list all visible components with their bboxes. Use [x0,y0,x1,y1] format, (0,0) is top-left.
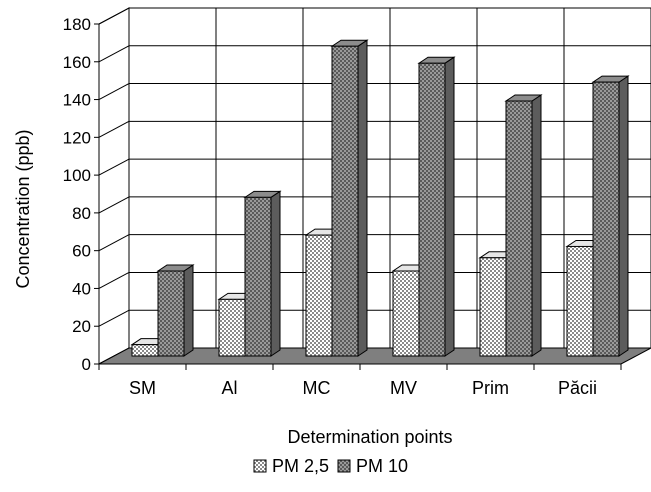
y-tick-label: 160 [63,53,91,72]
y-tick-label: 100 [63,166,91,185]
gridline-side [98,45,130,63]
bar-side [183,264,194,357]
x-tick-label: Al [221,378,237,398]
y-tick-label: 80 [72,204,91,223]
bar-front [566,245,594,357]
bar [591,75,630,357]
bar-front [131,344,159,357]
legend-label: PM 10 [356,456,408,476]
y-tick-label: 120 [63,128,91,147]
gridline-side [98,7,130,25]
gridline-side [98,309,130,327]
bar-front [218,298,246,357]
x-tick-label: SM [129,378,156,398]
bar-side [444,56,455,357]
gridline-side [98,83,130,100]
x-tick-label: Păcii [558,378,597,398]
bar [156,264,195,357]
bar-front [305,234,333,357]
bar [417,56,456,357]
bar-front [505,100,533,357]
gridline-side [98,234,130,252]
y-tick-label: 40 [72,279,91,298]
bar-front [331,45,359,357]
gridline-side [98,196,130,214]
legend-label: PM 2,5 [272,456,329,476]
y-axis-title: Concentration (ppb) [13,129,33,288]
bar-side [357,39,368,357]
side-wall [98,7,130,365]
x-tick-label: Prim [472,378,509,398]
y-tick-label: 0 [82,355,91,374]
axes [98,24,622,370]
legend-swatch [337,459,351,473]
bar-side [270,190,281,357]
bar-side [618,75,629,357]
gridline-side [98,272,130,289]
gridlines [98,7,651,365]
y-axis-ticks: 0 20 40 60 80 100 120 140 160 180 [63,15,99,374]
bar-front [244,196,272,357]
bar-front [418,62,446,357]
legend-swatch [253,459,267,473]
x-axis-labels: SM Al MC MV Prim Păcii [129,378,597,398]
bar-side [531,94,542,357]
x-tick-label: MC [303,378,331,398]
bar-front [392,270,420,357]
y-tick-label: 180 [63,15,91,34]
bar [330,39,369,357]
bar-front [157,270,185,357]
bar-front [592,81,620,357]
legend: PM 2,5 PM 10 [253,456,408,476]
gridline-side [98,120,130,138]
x-tick-label: MV [390,378,417,398]
x-axis-title: Determination points [287,427,452,447]
bar [504,94,543,357]
bar-front [479,257,507,357]
bars [130,39,630,357]
y-tick-label: 140 [63,91,91,110]
y-tick-label: 60 [72,242,91,261]
gridline-side [98,158,130,176]
bar [243,190,282,357]
y-tick-label: 20 [72,317,91,336]
